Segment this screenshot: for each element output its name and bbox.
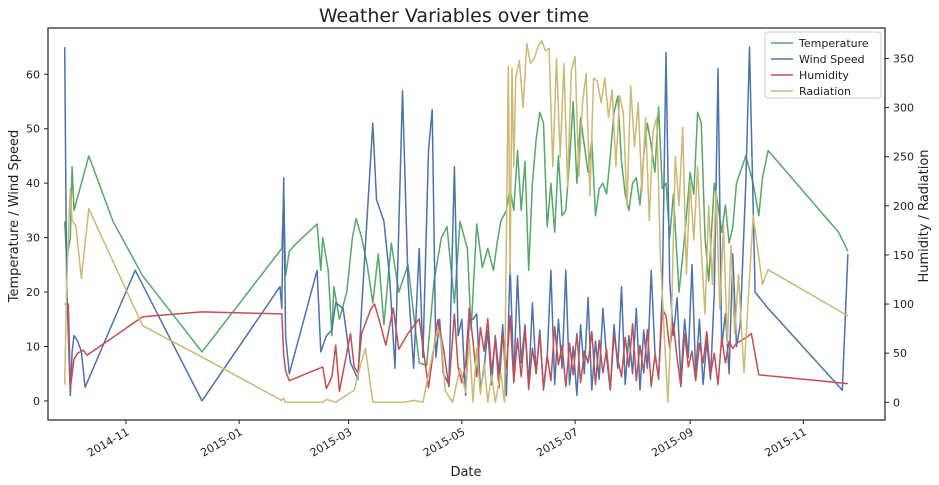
legend: Temperature Wind Speed Humidity Radiation [764, 31, 882, 99]
y-left-tick-label: 40 [26, 177, 40, 190]
y-right-tick-label: 350 [893, 52, 914, 65]
x-tick-label: 2015-09 [649, 425, 695, 459]
x-tick-label: 2015-05 [421, 425, 467, 459]
y-left-tick-label: 10 [26, 341, 40, 354]
plot-lines [63, 40, 849, 404]
y-left-tick-label: 50 [26, 123, 40, 136]
plot-frame [47, 27, 886, 421]
y-axis-left-label: Temperature / Wind Speed [7, 130, 22, 304]
y-left-tick-label: 0 [33, 395, 40, 408]
series-line-humidity [64, 303, 848, 393]
x-tick-label: 2015-11 [763, 425, 809, 459]
y-right-tick-label: 300 [893, 102, 914, 115]
legend-entry: Radiation [799, 85, 851, 98]
chart-title: Weather Variables over time [319, 5, 589, 27]
y-right-tick-label: 100 [893, 298, 914, 311]
x-tick-label: 2015-03 [308, 425, 354, 459]
y-right-tick-label: 50 [893, 347, 907, 360]
series-line-radiation [63, 40, 849, 404]
y-right-tick-label: 250 [893, 151, 914, 164]
legend-entry: Humidity [799, 69, 849, 82]
y-right-tick-label: 200 [893, 200, 914, 213]
legend-entry: Temperature [798, 37, 869, 50]
x-tick-label: 2015-07 [534, 425, 580, 459]
legend-box [764, 31, 882, 99]
x-tick-label: 2014-11 [85, 425, 131, 459]
y-axis-right-label: Humidity / Radiation [917, 149, 932, 282]
x-tick-label: 2015-01 [198, 425, 244, 459]
x-axis-label: Date [450, 465, 481, 480]
y-left-tick-label: 20 [26, 286, 40, 299]
y-right-tick-label: 0 [893, 396, 900, 409]
y-left-tick-label: 30 [26, 232, 40, 245]
series-line-wind-speed [63, 46, 849, 402]
legend-entry: Wind Speed [799, 53, 865, 66]
y-left-tick-label: 60 [26, 68, 40, 81]
y-right-tick-label: 150 [893, 249, 914, 262]
